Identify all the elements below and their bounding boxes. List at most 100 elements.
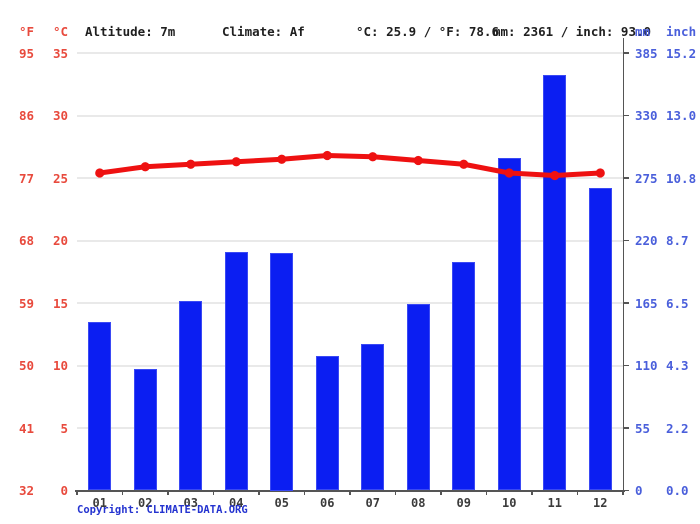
copyright-link[interactable]: Copyright: CLIMATE-DATA.ORG xyxy=(77,504,248,516)
inch-tick-label: 15.2 xyxy=(666,45,697,61)
temperature-point xyxy=(368,152,378,162)
precipitation-bar-09 xyxy=(452,262,476,491)
gridline xyxy=(77,177,623,179)
temperature-point xyxy=(459,159,469,169)
precipitation-bar-12 xyxy=(588,188,612,491)
x-axis-tick xyxy=(121,490,124,495)
precipitation-bar-01 xyxy=(88,322,112,491)
y-axis-tick xyxy=(623,114,629,117)
month-label: 01 xyxy=(92,496,107,510)
inch-tick-label: 2.2 xyxy=(666,420,689,436)
mm-tick-label: 110 xyxy=(635,358,658,373)
month-label: 02 xyxy=(138,496,153,510)
x-axis-tick xyxy=(258,490,260,495)
temperature-point xyxy=(413,155,423,166)
inch-tick-label: 4.3 xyxy=(666,358,689,373)
x-axis-tick xyxy=(167,490,169,495)
x-axis-tick xyxy=(303,490,306,495)
y-axis-tick xyxy=(623,427,629,429)
temperature-point xyxy=(322,150,332,161)
month-label: 05 xyxy=(274,496,289,510)
precipitation-bar-10 xyxy=(497,157,521,491)
temperature-point xyxy=(140,162,150,172)
fahrenheit-tick-label: 41 xyxy=(18,420,34,436)
celsius-tick-label: 35 xyxy=(52,45,68,61)
fahrenheit-tick-label: 32 xyxy=(18,483,34,498)
gridline xyxy=(77,239,623,242)
gridline xyxy=(77,364,623,367)
fahrenheit-tick-label: 50 xyxy=(18,358,34,373)
x-axis-tick xyxy=(485,490,488,495)
altitude-label: Altitude: 7m xyxy=(85,24,176,39)
precipitation-bar-03 xyxy=(179,300,203,491)
fahrenheit-axis-unit: °F xyxy=(18,24,34,39)
mm-tick-label: 0 xyxy=(635,483,643,498)
mm-axis-unit: mm xyxy=(635,24,651,39)
mm-tick-label: 165 xyxy=(635,295,658,311)
mm-tick-label: 55 xyxy=(635,420,651,436)
avg-temperature-label: °C: 25.9 / °F: 78.6 xyxy=(356,24,499,39)
month-label: 03 xyxy=(183,496,198,510)
fahrenheit-tick-label: 68 xyxy=(18,233,34,248)
month-label: 12 xyxy=(593,496,608,510)
x-axis-tick xyxy=(531,490,533,495)
fahrenheit-tick-label: 86 xyxy=(18,108,34,123)
month-label: 11 xyxy=(547,496,562,510)
x-axis-tick xyxy=(622,490,624,495)
celsius-tick-label: 25 xyxy=(52,170,68,186)
month-label: 06 xyxy=(320,496,335,510)
inch-axis-unit: inch xyxy=(666,24,697,39)
fahrenheit-tick-label: 59 xyxy=(18,295,34,311)
month-label: 10 xyxy=(502,496,517,510)
inch-tick-label: 13.0 xyxy=(666,108,697,123)
x-axis-tick xyxy=(212,490,215,495)
inch-tick-label: 0.0 xyxy=(666,483,689,498)
inch-tick-label: 6.5 xyxy=(666,295,689,311)
mm-tick-label: 385 xyxy=(635,45,658,61)
month-label: 04 xyxy=(229,496,244,510)
x-axis-tick xyxy=(394,490,397,495)
inch-tick-label: 10.8 xyxy=(666,170,697,186)
mm-tick-label: 330 xyxy=(635,108,658,123)
gridline xyxy=(77,302,623,304)
x-axis-tick xyxy=(76,490,78,495)
precipitation-bar-11 xyxy=(543,74,567,491)
month-label: 09 xyxy=(456,496,471,510)
right-axis-spine xyxy=(622,38,624,492)
precipitation-bar-05 xyxy=(270,253,294,491)
x-axis-tick xyxy=(576,490,579,495)
celsius-tick-label: 15 xyxy=(52,295,68,311)
mm-tick-label: 220 xyxy=(635,233,658,248)
y-axis-tick xyxy=(623,52,629,54)
celsius-tick-label: 5 xyxy=(60,420,68,436)
celsius-tick-label: 20 xyxy=(52,233,68,248)
y-axis-tick xyxy=(623,364,629,367)
inch-tick-label: 8.7 xyxy=(666,233,689,248)
celsius-tick-label: 30 xyxy=(52,108,68,123)
x-axis-tick xyxy=(349,490,351,495)
month-label: 07 xyxy=(365,496,380,510)
fahrenheit-tick-label: 77 xyxy=(18,170,34,186)
gridline xyxy=(77,427,623,429)
precipitation-bar-04 xyxy=(224,251,248,491)
month-label: 08 xyxy=(411,496,426,510)
celsius-tick-label: 0 xyxy=(60,483,68,498)
gridline xyxy=(77,114,623,117)
x-axis-tick xyxy=(440,490,442,495)
total-precipitation-label: mm: 2361 / inch: 93.0 xyxy=(493,24,652,39)
climate-label: Climate: Af xyxy=(222,24,305,39)
celsius-tick-label: 10 xyxy=(52,358,68,373)
y-axis-tick xyxy=(623,489,629,492)
mm-tick-label: 275 xyxy=(635,170,658,186)
temperature-point xyxy=(231,157,241,167)
precipitation-bar-06 xyxy=(315,356,339,491)
temperature-point xyxy=(277,154,287,164)
y-axis-tick xyxy=(623,302,629,304)
fahrenheit-tick-label: 95 xyxy=(18,45,34,61)
precipitation-bar-02 xyxy=(133,368,157,491)
gridline xyxy=(77,52,623,54)
precipitation-bar-08 xyxy=(406,304,430,491)
celsius-axis-unit: °C xyxy=(52,24,68,39)
temperature-point xyxy=(186,159,196,169)
